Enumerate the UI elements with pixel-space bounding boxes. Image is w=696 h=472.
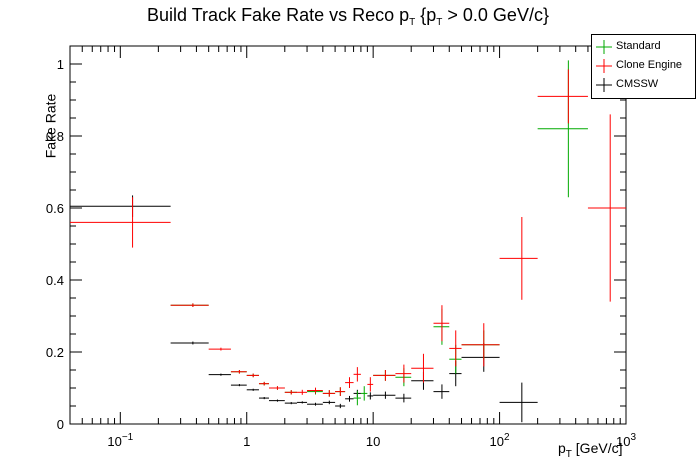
data-point-clone-engine xyxy=(307,387,323,394)
legend-marker-standard xyxy=(596,40,612,54)
legend-item-standard: Standard xyxy=(592,37,695,55)
data-point-cmssw xyxy=(297,401,308,404)
data-point-clone-engine xyxy=(258,381,269,386)
data-point-cmssw xyxy=(395,393,412,403)
legend-label-cmssw: CMSSW xyxy=(616,78,659,90)
data-point-clone-engine xyxy=(353,367,361,382)
data-point-cmssw xyxy=(170,341,209,345)
data-point-cmssw xyxy=(70,195,171,217)
data-point-cmssw xyxy=(499,382,538,423)
x-tick-exponent: 2 xyxy=(504,432,510,443)
y-tick-label: 0.2 xyxy=(46,345,64,360)
legend-item-cmssw: CMSSW xyxy=(592,75,695,93)
data-point-clone-engine xyxy=(537,69,588,124)
data-point-clone-engine xyxy=(433,305,450,342)
data-point-standard xyxy=(360,386,368,401)
data-point-clone-engine xyxy=(499,217,538,300)
x-axis-label-main: p xyxy=(558,440,566,456)
legend-item-clone-engine: Clone Engine xyxy=(592,56,695,74)
data-point-standard xyxy=(307,388,323,395)
y-tick-label: 0.6 xyxy=(46,201,64,216)
x-tick-exponent: −1 xyxy=(122,432,134,443)
y-axis-label: Fake Rate xyxy=(42,93,59,159)
data-point-clone-engine xyxy=(208,347,231,351)
title-sub2: T xyxy=(436,17,443,28)
data-point-clone-engine xyxy=(587,114,626,302)
x-tick-label: 102 xyxy=(490,432,510,449)
x-axis-label-tail: [GeV/c] xyxy=(571,440,623,456)
legend-marker-cmssw xyxy=(596,78,612,92)
legend-marker-clone-engine xyxy=(596,59,612,73)
data-point-standard xyxy=(537,60,588,198)
legend-label-clone-engine: Clone Engine xyxy=(616,59,683,71)
data-point-standard xyxy=(353,390,361,406)
x-axis-label-sub: T xyxy=(565,449,572,460)
data-point-cmssw xyxy=(208,373,231,376)
data-point-cmssw xyxy=(367,392,374,400)
data-point-cmssw xyxy=(230,384,247,387)
data-point-clone-engine xyxy=(322,390,336,397)
data-point-clone-engine xyxy=(345,377,354,388)
data-point-clone-engine xyxy=(297,389,308,395)
x-tick-label: 10−1 xyxy=(107,432,133,449)
y-tick-label: 0.8 xyxy=(46,129,64,144)
data-point-clone-engine xyxy=(373,370,396,381)
x-tick-label: 10 xyxy=(366,434,380,449)
data-point-cmssw xyxy=(307,402,323,406)
data-point-clone-engine xyxy=(449,330,462,367)
data-point-cmssw xyxy=(268,399,285,402)
x-tick-exponent: 3 xyxy=(630,432,636,443)
y-tick-label: 0.4 xyxy=(46,273,64,288)
x-axis-label: pT [GeV/c] xyxy=(558,440,622,460)
data-point-cmssw xyxy=(373,391,396,399)
data-point-clone-engine xyxy=(70,197,171,248)
plot-frame xyxy=(69,45,627,425)
data-point-clone-engine xyxy=(230,370,247,374)
data-point-clone-engine xyxy=(246,373,259,378)
data-point-clone-engine xyxy=(284,390,298,395)
data-point-cmssw xyxy=(258,397,269,400)
data-point-clone-engine xyxy=(461,323,500,367)
title-main: Build Track Fake Rate vs Reco p xyxy=(147,5,410,25)
y-tick-label: 0 xyxy=(57,417,64,432)
data-point-cmssw xyxy=(284,402,298,405)
data-point-clone-engine xyxy=(395,364,412,383)
data-point-cmssw xyxy=(433,384,450,399)
data-point-cmssw xyxy=(322,400,336,405)
data-point-cmssw xyxy=(461,343,500,372)
x-tick-label: 1 xyxy=(243,434,250,449)
data-point-clone-engine xyxy=(367,377,374,392)
data-point-clone-engine xyxy=(335,387,346,396)
data-point-cmssw xyxy=(335,403,346,409)
title-mid: {p xyxy=(415,5,437,25)
data-point-cmssw xyxy=(246,388,259,391)
data-point-clone-engine xyxy=(268,386,285,390)
data-point-standard xyxy=(395,368,412,387)
data-point-cmssw xyxy=(411,371,434,390)
title-sub1: T xyxy=(409,17,416,28)
y-tick-label: 1 xyxy=(57,57,64,72)
data-point-clone-engine xyxy=(411,353,434,383)
title-tail: > 0.0 GeV/c} xyxy=(442,5,549,25)
data-point-cmssw xyxy=(345,395,354,402)
legend-label-standard: Standard xyxy=(616,40,661,52)
legend: Standard Clone Engine CMSSW xyxy=(591,34,696,99)
data-point-clone-engine xyxy=(170,303,209,307)
data-point-standard xyxy=(433,308,450,345)
chart-title: Build Track Fake Rate vs Reco pT {pT > 0… xyxy=(0,5,696,28)
